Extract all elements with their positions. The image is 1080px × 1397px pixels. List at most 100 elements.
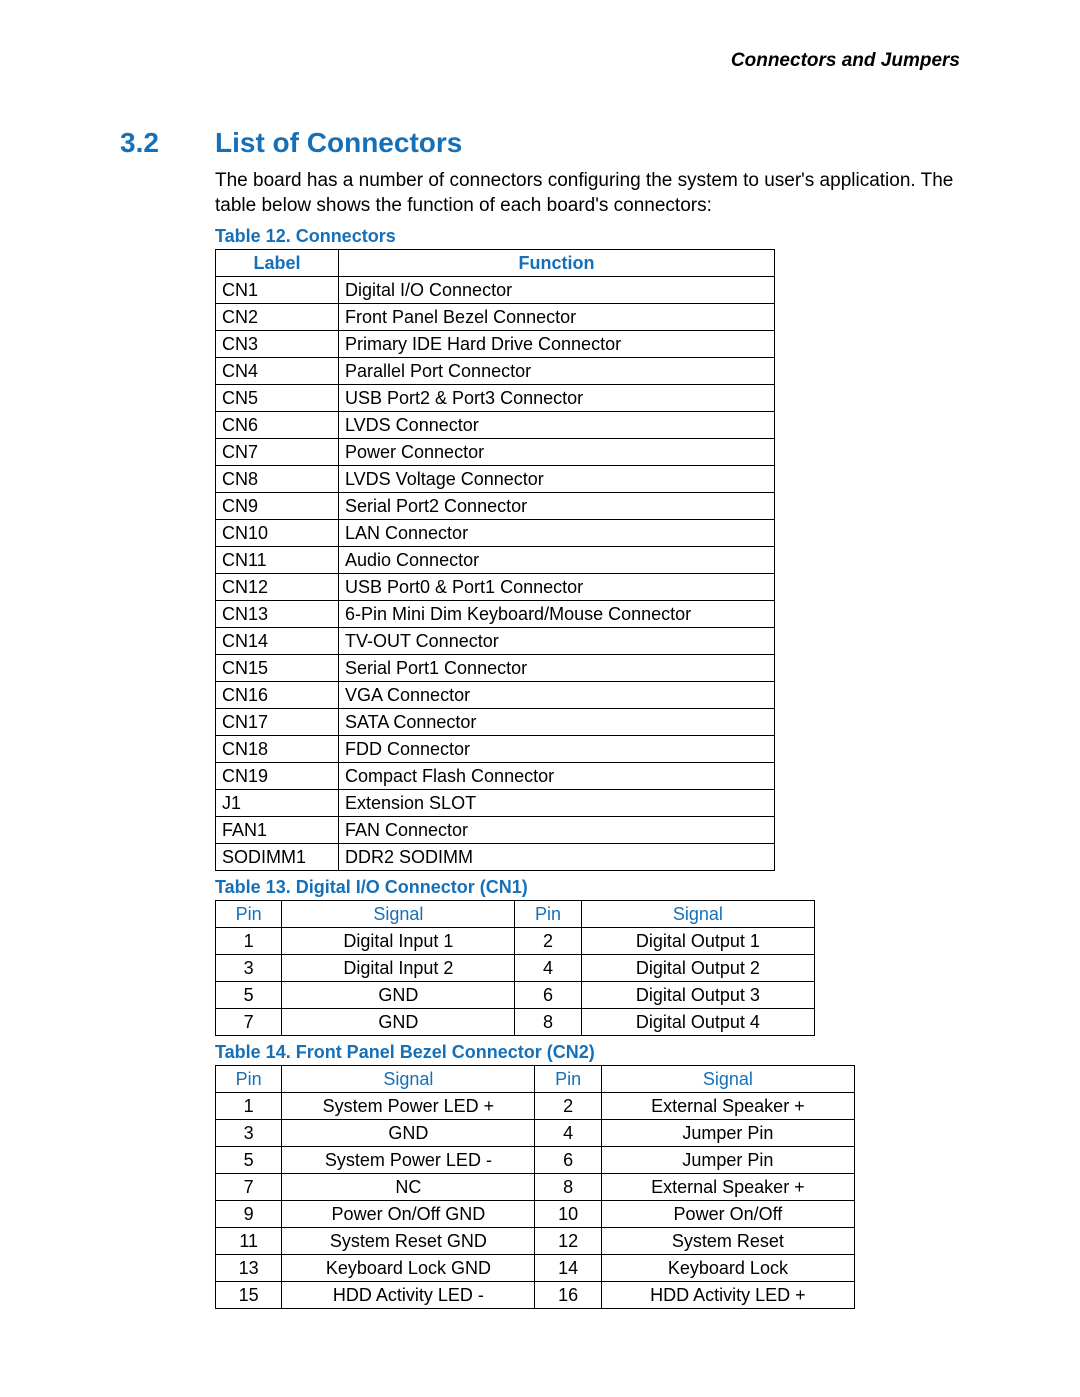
table-cell: 15: [216, 1282, 282, 1309]
table-row: CN11Audio Connector: [216, 547, 775, 574]
table-cell: CN6: [216, 412, 339, 439]
table-row: 15HDD Activity LED -16HDD Activity LED +: [216, 1282, 855, 1309]
table-cell: 2: [535, 1093, 601, 1120]
table-row: CN12USB Port0 & Port1 Connector: [216, 574, 775, 601]
table-row: 5GND6Digital Output 3: [216, 982, 815, 1009]
table-cell: 5: [216, 982, 282, 1009]
table-cell: CN15: [216, 655, 339, 682]
table-cell: External Speaker +: [601, 1174, 854, 1201]
table-row: FAN1FAN Connector: [216, 817, 775, 844]
table-cell: Jumper Pin: [601, 1120, 854, 1147]
table-header-row: Pin Signal Pin Signal: [216, 1066, 855, 1093]
table-cell: Compact Flash Connector: [339, 763, 775, 790]
table-row: CN4Parallel Port Connector: [216, 358, 775, 385]
section-title: List of Connectors: [215, 127, 462, 159]
page-header: Connectors and Jumpers: [120, 50, 960, 72]
table-cell: 1: [216, 1093, 282, 1120]
table-cell: 12: [535, 1228, 601, 1255]
table-cell: Extension SLOT: [339, 790, 775, 817]
table-cell: CN11: [216, 547, 339, 574]
table-cell: CN17: [216, 709, 339, 736]
table-cell: LAN Connector: [339, 520, 775, 547]
table-cell: CN16: [216, 682, 339, 709]
table-row: CN16VGA Connector: [216, 682, 775, 709]
table-row: 1System Power LED +2External Speaker +: [216, 1093, 855, 1120]
table-row: 9Power On/Off GND10Power On/Off: [216, 1201, 855, 1228]
table14-caption: Table 14. Front Panel Bezel Connector (C…: [215, 1042, 960, 1063]
table-cell: CN3: [216, 331, 339, 358]
table-row: CN136-Pin Mini Dim Keyboard/Mouse Connec…: [216, 601, 775, 628]
table-cell: LVDS Voltage Connector: [339, 466, 775, 493]
table-cell: CN19: [216, 763, 339, 790]
table-cell: 6: [515, 982, 581, 1009]
table-cell: LVDS Connector: [339, 412, 775, 439]
table-cell: CN5: [216, 385, 339, 412]
table-cell: DDR2 SODIMM: [339, 844, 775, 871]
col-signal: Signal: [601, 1066, 854, 1093]
table-cell: USB Port2 & Port3 Connector: [339, 385, 775, 412]
table-cell: 6-Pin Mini Dim Keyboard/Mouse Connector: [339, 601, 775, 628]
table-cell: CN18: [216, 736, 339, 763]
table-cell: 11: [216, 1228, 282, 1255]
table-row: CN14TV-OUT Connector: [216, 628, 775, 655]
table-cell: Power On/Off: [601, 1201, 854, 1228]
table-cell: Serial Port2 Connector: [339, 493, 775, 520]
table-cell: 3: [216, 1120, 282, 1147]
table-digital-io: Pin Signal Pin Signal 1Digital Input 12D…: [215, 900, 815, 1036]
table-row: 1Digital Input 12Digital Output 1: [216, 928, 815, 955]
table-cell: 7: [216, 1009, 282, 1036]
col-signal: Signal: [581, 901, 814, 928]
table-cell: CN4: [216, 358, 339, 385]
table-cell: CN2: [216, 304, 339, 331]
table-row: 13Keyboard Lock GND14Keyboard Lock: [216, 1255, 855, 1282]
table-header-row: Pin Signal Pin Signal: [216, 901, 815, 928]
table-row: J1Extension SLOT: [216, 790, 775, 817]
table-cell: Front Panel Bezel Connector: [339, 304, 775, 331]
table-row: CN17SATA Connector: [216, 709, 775, 736]
table-cell: VGA Connector: [339, 682, 775, 709]
table-row: 11System Reset GND12System Reset: [216, 1228, 855, 1255]
table-cell: Digital Input 2: [282, 955, 515, 982]
table-row: 7GND8Digital Output 4: [216, 1009, 815, 1036]
table12-caption: Table 12. Connectors: [215, 226, 960, 247]
table-cell: Audio Connector: [339, 547, 775, 574]
table-cell: 1: [216, 928, 282, 955]
col-function: Function: [339, 250, 775, 277]
col-signal: Signal: [282, 1066, 535, 1093]
table-cell: Serial Port1 Connector: [339, 655, 775, 682]
col-pin: Pin: [216, 1066, 282, 1093]
table-cell: 6: [535, 1147, 601, 1174]
col-pin: Pin: [535, 1066, 601, 1093]
table-cell: CN12: [216, 574, 339, 601]
table-cell: 9: [216, 1201, 282, 1228]
table-cell: Digital Output 2: [581, 955, 814, 982]
table-row: CN10LAN Connector: [216, 520, 775, 547]
table-cell: NC: [282, 1174, 535, 1201]
table-cell: Jumper Pin: [601, 1147, 854, 1174]
table-row: CN6LVDS Connector: [216, 412, 775, 439]
table-row: CN5USB Port2 & Port3 Connector: [216, 385, 775, 412]
table-cell: 3: [216, 955, 282, 982]
section-number: 3.2: [120, 127, 215, 159]
table-cell: Parallel Port Connector: [339, 358, 775, 385]
table-cell: CN10: [216, 520, 339, 547]
table-front-panel: Pin Signal Pin Signal 1System Power LED …: [215, 1065, 855, 1309]
table-row: CN9Serial Port2 Connector: [216, 493, 775, 520]
table-cell: TV-OUT Connector: [339, 628, 775, 655]
table-cell: USB Port0 & Port1 Connector: [339, 574, 775, 601]
table-cell: FAN1: [216, 817, 339, 844]
table-cell: Digital I/O Connector: [339, 277, 775, 304]
table-cell: Primary IDE Hard Drive Connector: [339, 331, 775, 358]
table-cell: Power On/Off GND: [282, 1201, 535, 1228]
table-row: 5System Power LED -6Jumper Pin: [216, 1147, 855, 1174]
col-pin: Pin: [515, 901, 581, 928]
table-row: 7NC8External Speaker +: [216, 1174, 855, 1201]
table-cell: Digital Output 4: [581, 1009, 814, 1036]
table-cell: 8: [535, 1174, 601, 1201]
col-signal: Signal: [282, 901, 515, 928]
table-row: CN1Digital I/O Connector: [216, 277, 775, 304]
table-cell: 4: [515, 955, 581, 982]
table-cell: 8: [515, 1009, 581, 1036]
table-cell: CN9: [216, 493, 339, 520]
table-cell: CN7: [216, 439, 339, 466]
